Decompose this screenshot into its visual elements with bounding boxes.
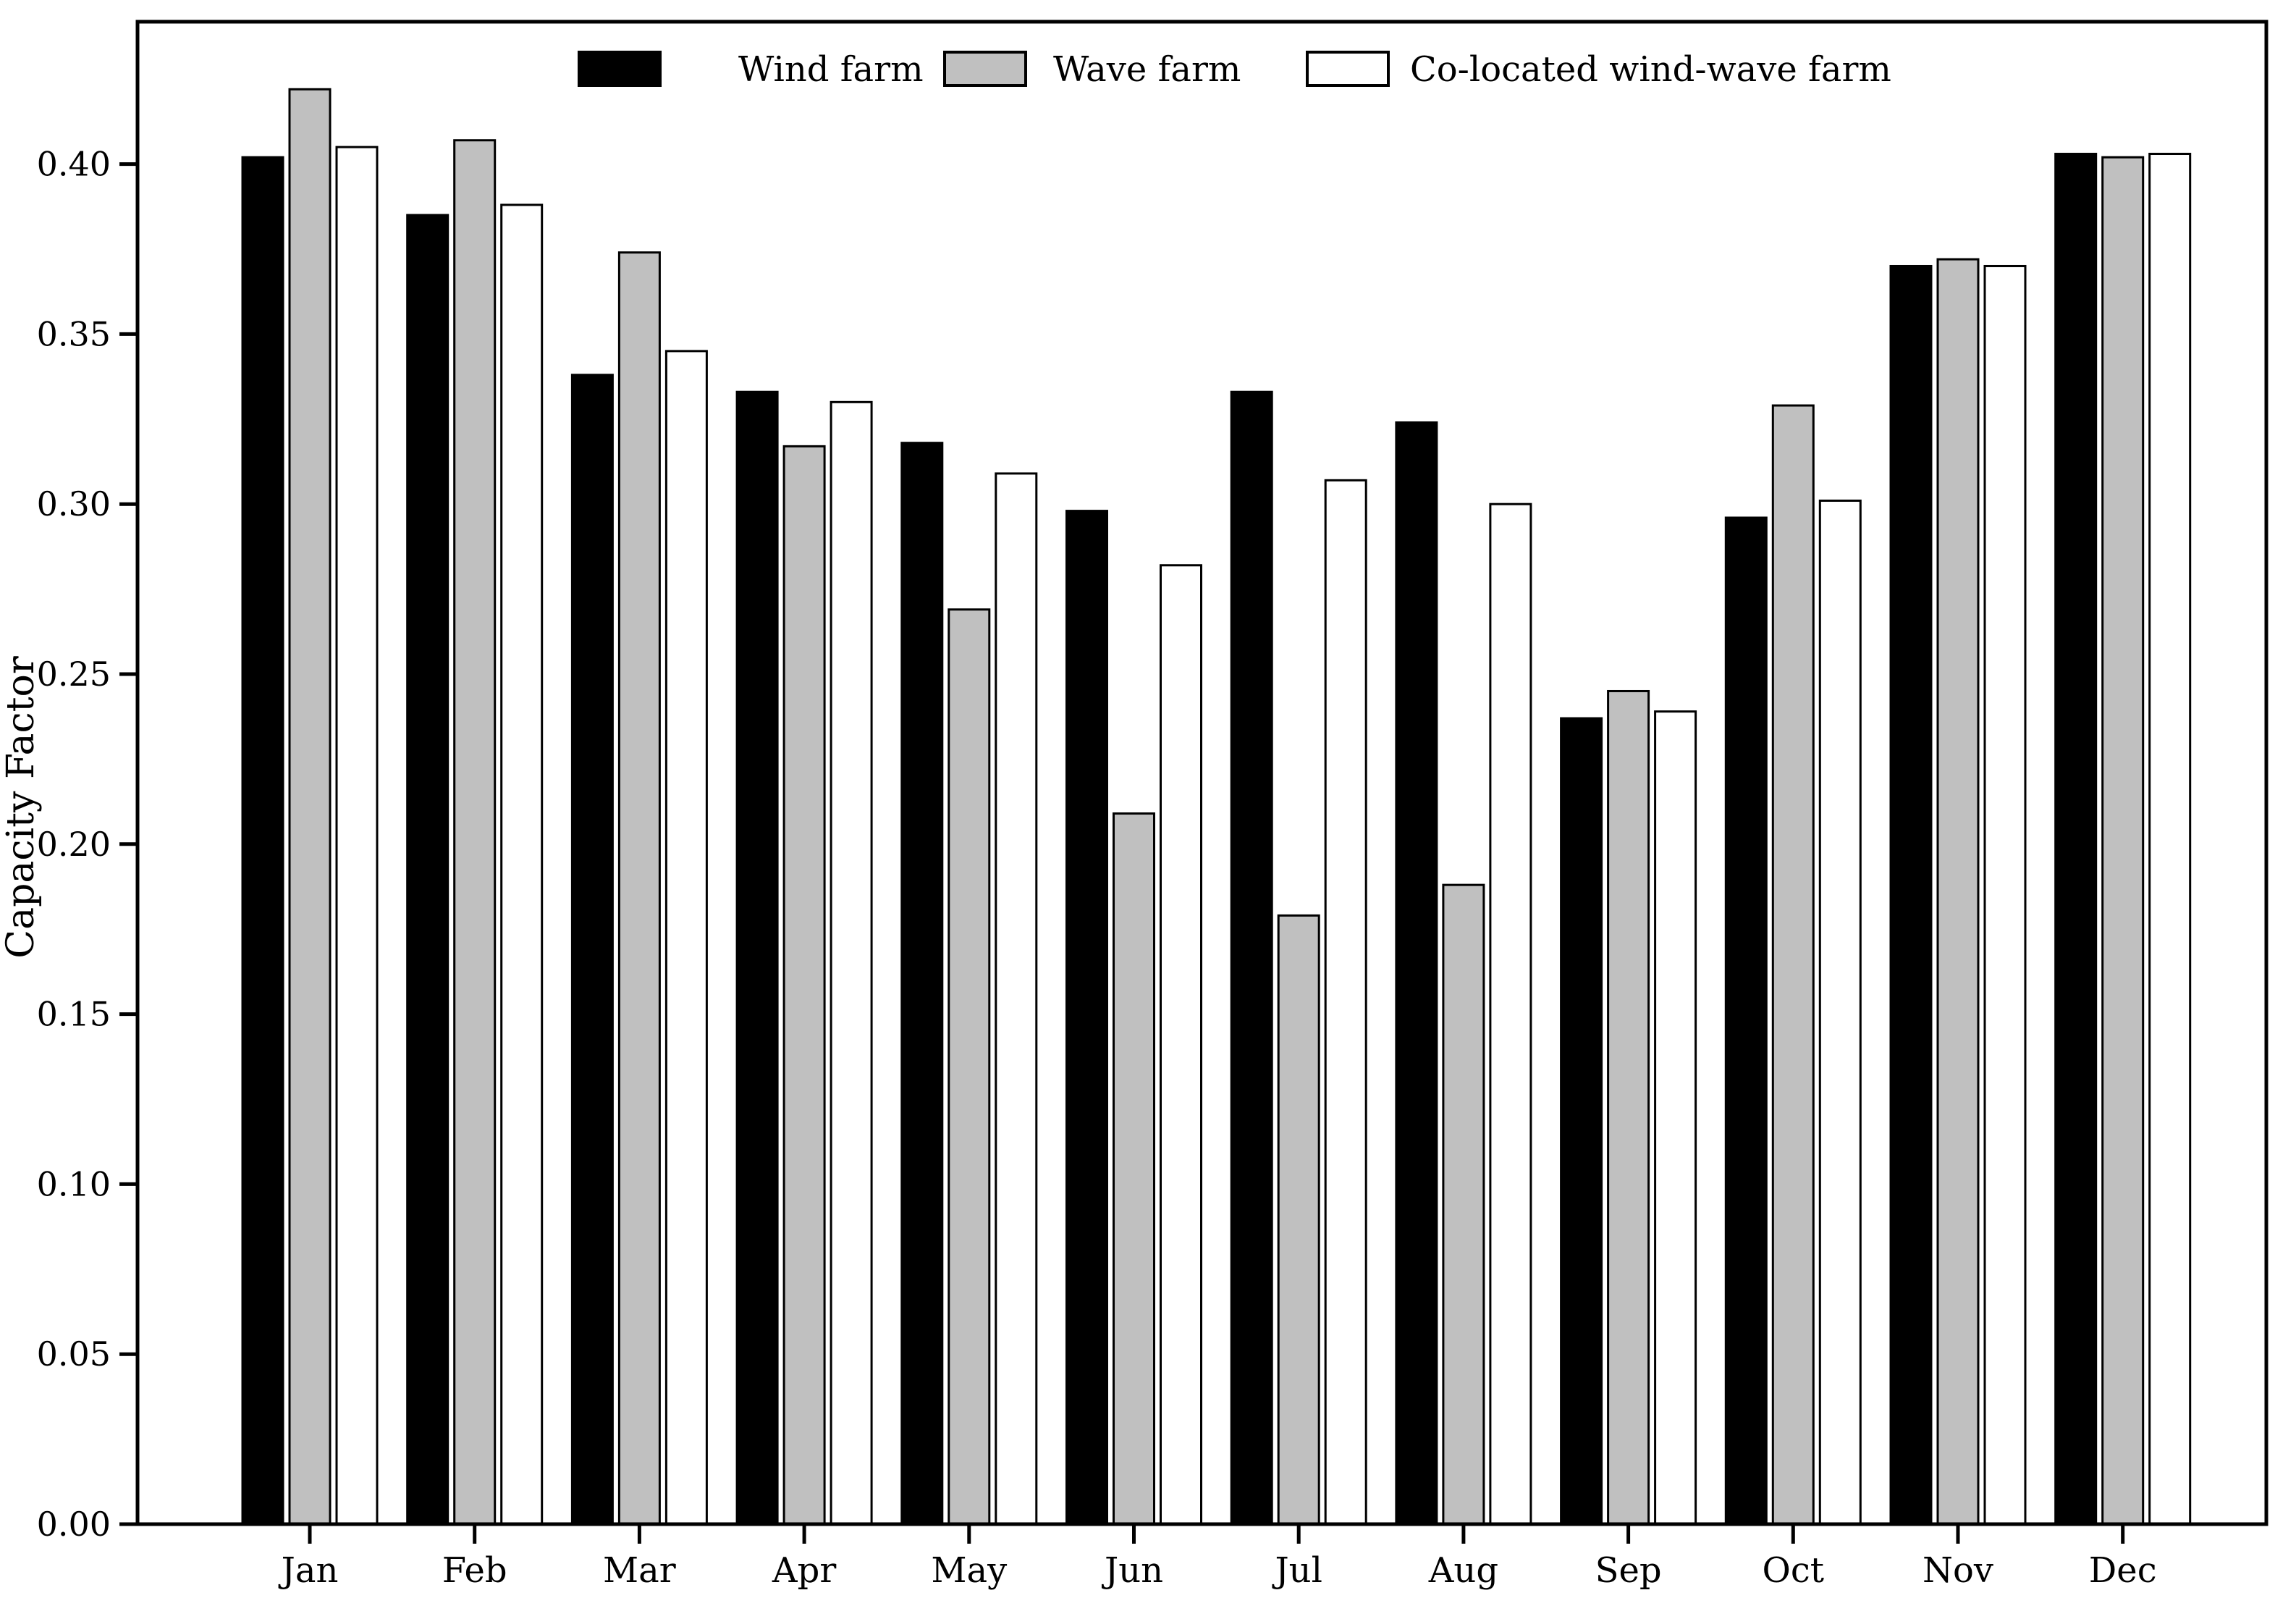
- bar-wave-farm-aug: [1442, 883, 1485, 1526]
- y-tick-label: 0.05: [37, 1334, 111, 1374]
- bar-co-located-wind-wave-farm-jun: [1160, 564, 1202, 1526]
- bar-co-located-wind-wave-farm-nov: [1983, 264, 2027, 1526]
- bar-wind-farm-jul: [1230, 390, 1273, 1526]
- bar-wave-farm-jul: [1277, 914, 1320, 1526]
- x-tick-label: Jan: [278, 1550, 339, 1591]
- bar-wind-farm-sep: [1560, 717, 1603, 1526]
- y-tick-label: 0.25: [37, 655, 111, 694]
- x-tick-label: Oct: [1763, 1550, 1825, 1591]
- legend-swatch-2: [943, 51, 1027, 87]
- bar-wind-farm-jun: [1065, 510, 1108, 1526]
- bar-wind-farm-jan: [241, 156, 284, 1526]
- legend-label-3: Co-located wind-wave farm: [1410, 49, 1891, 90]
- legend-label-1: Wind farm: [738, 49, 924, 90]
- bar-co-located-wind-wave-farm-aug: [1489, 502, 1532, 1526]
- plot-frame: [135, 20, 2268, 1526]
- x-tick-label: Dec: [2089, 1550, 2157, 1591]
- bar-wave-farm-mar: [617, 251, 661, 1526]
- y-tick-label: 0.30: [37, 484, 111, 523]
- bar-co-located-wind-wave-farm-dec: [2148, 153, 2192, 1526]
- bar-co-located-wind-wave-farm-mar: [664, 350, 708, 1526]
- bar-wind-farm-apr: [735, 390, 779, 1526]
- bar-wave-farm-dec: [2101, 156, 2145, 1526]
- legend-label-2: Wave farm: [1053, 49, 1241, 90]
- bar-co-located-wind-wave-farm-jan: [335, 146, 379, 1526]
- bar-wave-farm-oct: [1771, 404, 1815, 1526]
- x-tick-label: Jul: [1271, 1550, 1322, 1591]
- bar-wind-farm-aug: [1395, 421, 1438, 1526]
- bar-wind-farm-nov: [1889, 264, 1933, 1526]
- y-tick-label: 0.15: [37, 995, 111, 1034]
- bar-wave-farm-jun: [1113, 812, 1155, 1526]
- y-tick-label: 0.40: [37, 145, 111, 184]
- x-tick-label: Jun: [1101, 1550, 1163, 1591]
- bar-wave-farm-nov: [1936, 258, 1980, 1526]
- bar-wind-farm-feb: [406, 214, 450, 1526]
- x-tick-label: Mar: [603, 1550, 676, 1591]
- x-tick-label: Feb: [442, 1550, 507, 1591]
- x-tick-label: May: [931, 1550, 1007, 1591]
- x-tick-label: Apr: [772, 1550, 836, 1591]
- bar-wind-farm-may: [900, 442, 944, 1526]
- x-tick-label: Nov: [1923, 1550, 1993, 1591]
- y-tick-label: 0.00: [37, 1505, 111, 1544]
- bar-wind-farm-oct: [1724, 516, 1768, 1526]
- bar-co-located-wind-wave-farm-feb: [500, 203, 544, 1526]
- bar-wave-farm-may: [947, 608, 991, 1526]
- bar-wave-farm-jan: [288, 88, 332, 1526]
- bar-co-located-wind-wave-farm-oct: [1818, 500, 1862, 1526]
- y-tick-label: 0.10: [37, 1164, 111, 1203]
- x-tick-label: Sep: [1595, 1550, 1662, 1591]
- y-tick-label: 0.20: [37, 825, 111, 864]
- x-tick-label: Aug: [1428, 1550, 1498, 1591]
- bar-wave-farm-sep: [1607, 689, 1650, 1526]
- y-tick-label: 0.35: [37, 314, 111, 353]
- bar-wave-farm-apr: [782, 445, 826, 1526]
- bar-wind-farm-mar: [570, 374, 614, 1526]
- legend-swatch-3: [1306, 51, 1390, 87]
- bar-co-located-wind-wave-farm-may: [995, 472, 1038, 1526]
- bar-co-located-wind-wave-farm-jul: [1324, 479, 1367, 1526]
- legend-swatch-1: [578, 51, 662, 87]
- bar-co-located-wind-wave-farm-sep: [1654, 710, 1697, 1526]
- bar-co-located-wind-wave-farm-apr: [830, 400, 873, 1526]
- y-axis-label: Capacity Factor: [0, 656, 43, 959]
- bar-wind-farm-dec: [2054, 153, 2098, 1526]
- bar-wave-farm-feb: [453, 139, 497, 1526]
